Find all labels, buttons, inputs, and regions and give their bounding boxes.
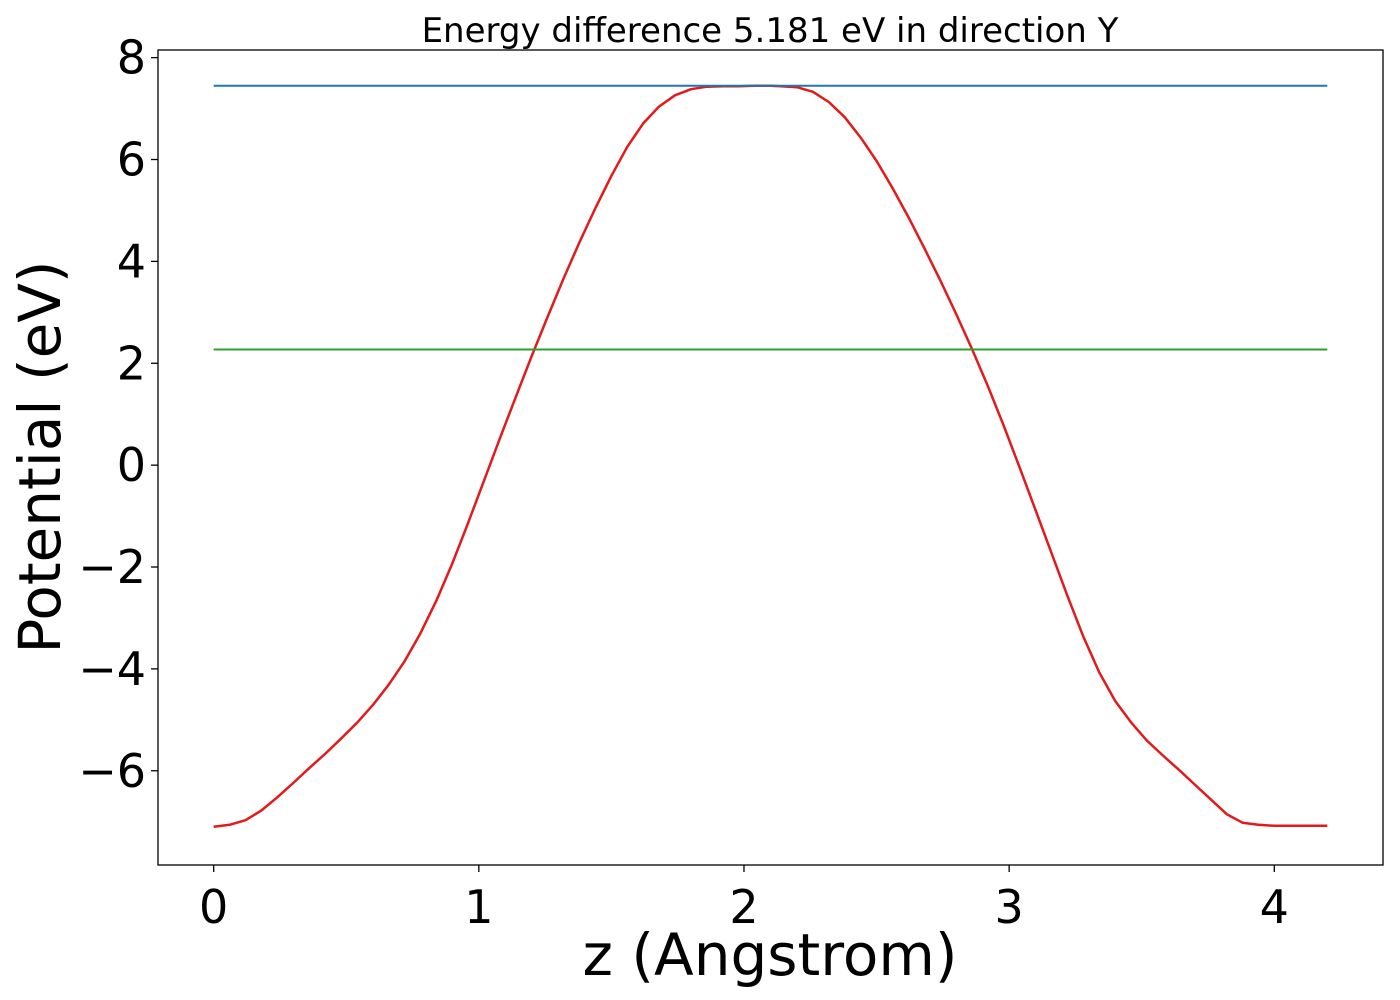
x-tick-label: 2: [729, 880, 758, 934]
y-tick-label: 8: [117, 31, 146, 85]
x-axis-label: z (Angstrom): [583, 921, 958, 989]
y-tick-label: −2: [78, 540, 146, 594]
x-tick-label: 4: [1260, 880, 1289, 934]
x-tick-label: 1: [464, 880, 493, 934]
y-axis-label: Potential (eV): [6, 260, 74, 653]
y-tick-label: 4: [117, 234, 146, 288]
axes-frame: [157, 49, 1384, 866]
y-axis-ticks: 8 6 4 2 0 −2 −4 −6: [78, 31, 158, 798]
plot-lines: [213, 84, 1328, 829]
series-line-potential: [213, 84, 1328, 829]
x-axis-ticks: 0 1 2 3 4: [199, 865, 1289, 934]
x-tick-label: 0: [199, 880, 228, 934]
y-tick-label: 2: [117, 336, 146, 390]
x-tick-label: 3: [994, 880, 1023, 934]
y-tick-label: −6: [78, 744, 146, 798]
y-tick-label: 0: [117, 438, 146, 492]
y-tick-label: 6: [117, 133, 146, 187]
y-tick-label: −4: [78, 642, 146, 696]
chart-title: Energy difference 5.181 eV in direction …: [422, 11, 1119, 51]
